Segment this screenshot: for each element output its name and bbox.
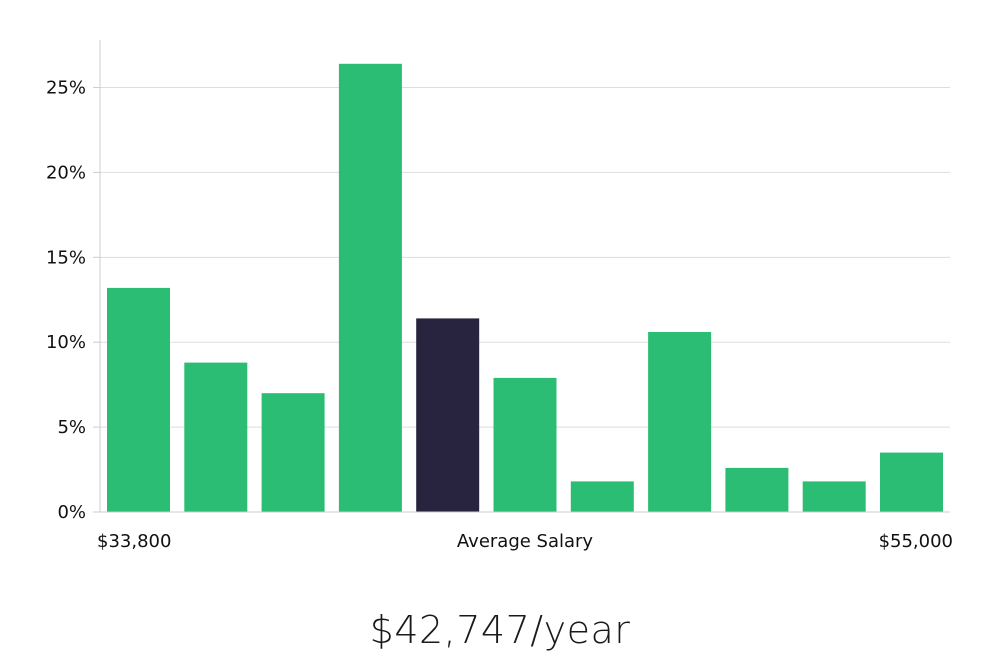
bar-highlighted	[416, 318, 480, 512]
y-tick-label: 10%	[46, 332, 86, 353]
x-axis-title: Average Salary	[457, 531, 594, 552]
x-min-label: $33,800	[97, 531, 171, 552]
bar	[570, 481, 634, 512]
bar	[107, 287, 170, 512]
bar	[802, 481, 866, 512]
x-max-label: $55,000	[879, 531, 953, 552]
bar	[493, 377, 557, 512]
y-tick-label: 20%	[46, 162, 86, 183]
y-tick-label: 5%	[57, 417, 86, 438]
y-tick-label: 15%	[46, 247, 86, 268]
bar	[338, 63, 402, 513]
y-tick-label: 0%	[57, 502, 86, 523]
bar	[880, 452, 943, 512]
y-tick-label: 25%	[46, 78, 86, 99]
bar	[725, 467, 789, 512]
salary-histogram: 0%5%10%15%20%25% $33,800 Average Salary …	[46, 40, 953, 552]
average-salary-value: $42,747/year	[369, 608, 631, 652]
bar	[648, 332, 712, 512]
bar	[261, 393, 325, 512]
bar	[184, 362, 248, 512]
